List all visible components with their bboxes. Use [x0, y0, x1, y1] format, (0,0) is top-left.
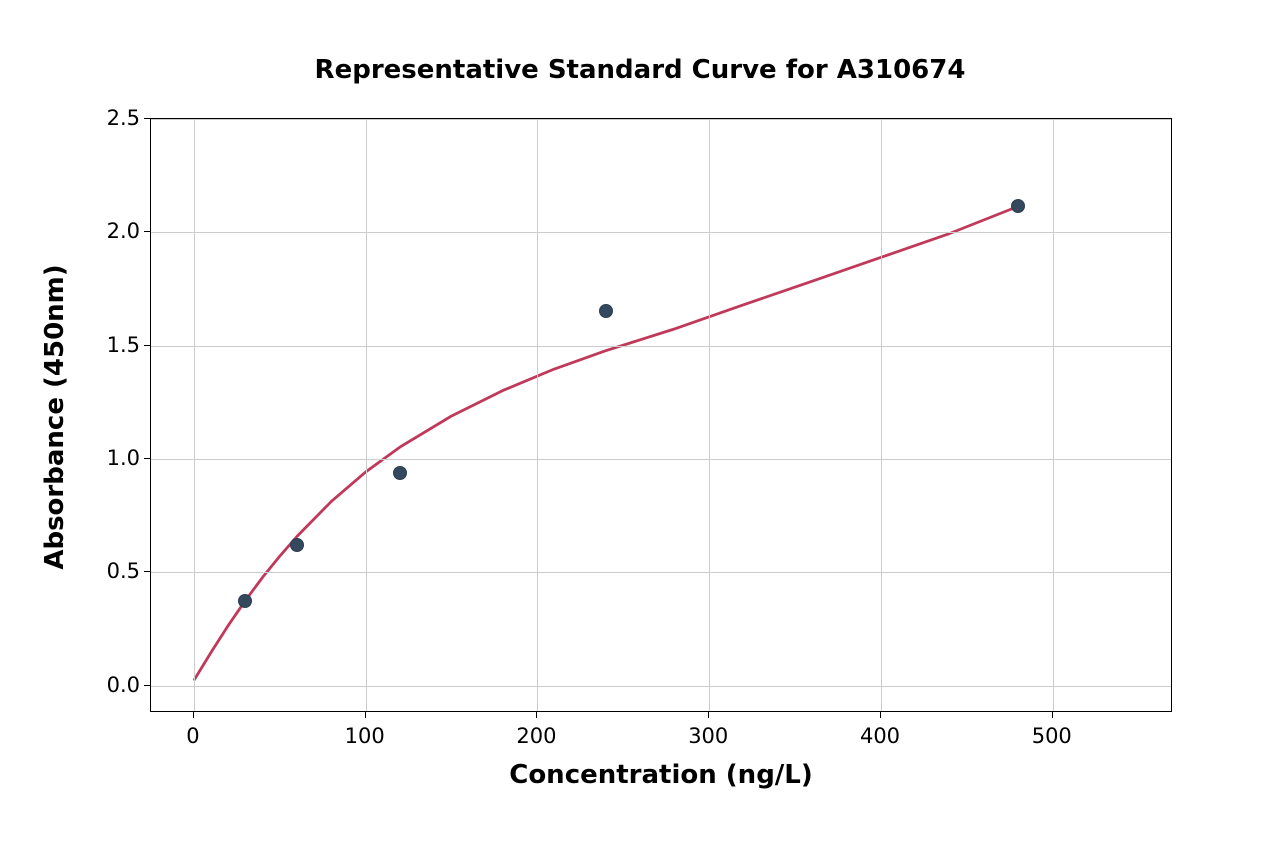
y-tick-mark — [144, 685, 150, 686]
x-tick-label: 0 — [186, 724, 199, 748]
x-tick-mark — [880, 712, 881, 718]
gridline-horizontal — [151, 119, 1171, 120]
y-tick-label: 2.0 — [100, 219, 140, 243]
y-tick-mark — [144, 571, 150, 572]
plot-area — [150, 118, 1172, 712]
data-point — [393, 466, 407, 480]
gridline-vertical — [194, 119, 195, 711]
chart-title: Representative Standard Curve for A31067… — [0, 55, 1280, 85]
gridline-horizontal — [151, 346, 1171, 347]
chart-container: Representative Standard Curve for A31067… — [0, 0, 1280, 845]
gridline-vertical — [366, 119, 367, 711]
x-tick-label: 200 — [516, 724, 556, 748]
x-tick-mark — [708, 712, 709, 718]
x-tick-mark — [536, 712, 537, 718]
y-tick-label: 1.5 — [100, 333, 140, 357]
gridline-vertical — [709, 119, 710, 711]
x-tick-mark — [365, 712, 366, 718]
gridline-vertical — [537, 119, 538, 711]
gridline-horizontal — [151, 572, 1171, 573]
y-tick-mark — [144, 458, 150, 459]
y-tick-label: 1.0 — [100, 446, 140, 470]
y-tick-label: 0.5 — [100, 559, 140, 583]
y-tick-label: 0.0 — [100, 673, 140, 697]
y-tick-mark — [144, 118, 150, 119]
gridline-horizontal — [151, 232, 1171, 233]
x-tick-mark — [193, 712, 194, 718]
data-point — [238, 594, 252, 608]
x-axis-label: Concentration (ng/L) — [150, 760, 1172, 790]
y-tick-label: 2.5 — [100, 106, 140, 130]
x-tick-label: 100 — [345, 724, 385, 748]
y-axis-label: Absorbance (450nm) — [40, 120, 70, 714]
x-tick-label: 400 — [860, 724, 900, 748]
data-point — [290, 538, 304, 552]
data-point — [599, 304, 613, 318]
data-point — [1011, 199, 1025, 213]
x-tick-label: 300 — [688, 724, 728, 748]
gridline-horizontal — [151, 459, 1171, 460]
gridline-vertical — [1053, 119, 1054, 711]
y-tick-mark — [144, 231, 150, 232]
gridline-horizontal — [151, 686, 1171, 687]
x-tick-label: 500 — [1032, 724, 1072, 748]
gridline-vertical — [881, 119, 882, 711]
x-tick-mark — [1052, 712, 1053, 718]
y-tick-mark — [144, 345, 150, 346]
